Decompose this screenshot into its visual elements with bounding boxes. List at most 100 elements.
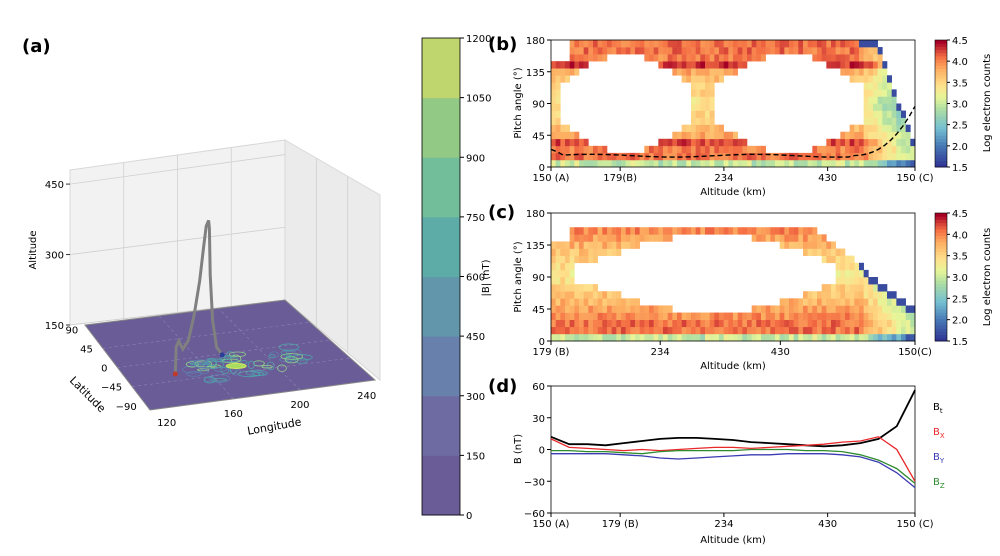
heatmap-cell [854, 269, 860, 278]
heatmap-cell [551, 145, 556, 154]
heatmap-cell [873, 326, 878, 335]
heatmap-cell [709, 117, 715, 125]
heatmap-cell [826, 248, 832, 256]
colorbar-segment [935, 84, 947, 89]
heatmap-cell [840, 159, 846, 168]
heatmap-cell [579, 145, 584, 154]
colorbar-segment [935, 305, 947, 310]
heatmap-cell [845, 68, 850, 76]
heatmap-cell [560, 138, 566, 147]
heatmap-cell [574, 312, 580, 320]
heatmap-cell [728, 40, 734, 48]
heatmap-cell [565, 284, 570, 292]
heatmap-cell [882, 110, 888, 118]
heatmap-cell [705, 227, 710, 235]
panel-label-b: (b) [488, 34, 517, 55]
heatmap-cell [691, 89, 696, 97]
heatmap-cell [887, 159, 892, 168]
heatmap-cell [574, 319, 580, 328]
heatmap-cell [611, 248, 617, 256]
heatmap-cell [653, 333, 659, 342]
colorbar-segment [935, 119, 947, 124]
heatmap-cell [667, 333, 673, 342]
heatmap-cell [560, 319, 566, 328]
heatmap-cell [826, 255, 832, 264]
contour-line [285, 354, 293, 359]
heatmap-cell [877, 131, 883, 140]
heatmap-cell [597, 227, 603, 235]
heatmap-cell [705, 159, 710, 168]
heatmap-cell [639, 305, 645, 313]
heatmap-cell [849, 262, 855, 271]
z-axis-label: Altitude [28, 230, 39, 269]
heatmap-cell [789, 319, 794, 328]
x-tick-label: 240 [357, 391, 376, 402]
heatmap-cell [789, 234, 794, 242]
colorbar-tick-label: 4.5 [952, 36, 968, 47]
magnitude-colorbar-label: |B| (nT) [481, 259, 492, 296]
heatmap-cell [761, 326, 766, 335]
heatmap-cell [859, 75, 864, 83]
heatmap-cell [775, 47, 780, 55]
heatmap-cell [775, 312, 780, 320]
heatmap-cell [901, 138, 906, 147]
heatmap-cell [765, 152, 771, 161]
heatmap-cell [551, 326, 556, 335]
heatmap-cell [873, 145, 878, 154]
y-tick-label: 135 [526, 241, 545, 252]
heatmap-cell [588, 227, 594, 235]
heatmap-cell [761, 47, 766, 55]
heatmap-cell [686, 124, 692, 133]
heatmap-cell [677, 61, 682, 69]
x-tick-label: 160 [224, 409, 243, 420]
heatmap-cell [840, 269, 846, 278]
heatmap-cell [784, 333, 790, 342]
panel-b-xlabel: Altitude (km) [700, 187, 766, 198]
heatmap-cell [863, 138, 869, 147]
heatmap-cell [868, 75, 874, 83]
heatmap-cell [709, 89, 715, 97]
heatmap-cell [812, 312, 818, 320]
heatmap-cell [691, 227, 696, 235]
heatmap-cell [742, 145, 748, 154]
y-axis-label: Latitude [67, 374, 108, 415]
heatmap-cell [873, 159, 878, 168]
heatmap-cell [854, 305, 860, 313]
heatmap-cell [793, 234, 799, 242]
panel-d-xlabel: Altitude (km) [700, 535, 766, 546]
heatmap-cell [901, 319, 906, 328]
heatmap-cell [635, 234, 640, 242]
heatmap-cell [616, 47, 622, 55]
heatmap-cell [644, 40, 650, 48]
heatmap-cell [775, 152, 780, 161]
heatmap-cell [859, 262, 864, 271]
y-tick-label: 0 [539, 446, 545, 457]
colorbar-segment [935, 55, 947, 60]
heatmap-cell [896, 298, 902, 306]
heatmap-cell [896, 159, 902, 168]
heatmap-cell [663, 54, 668, 62]
heatmap-cell [817, 152, 822, 161]
heatmap-cell [611, 152, 617, 161]
heatmap-cell [714, 159, 720, 168]
colorbar-tick-label: 600 [466, 273, 485, 284]
heatmap-cell [644, 234, 650, 242]
series-line-b-t [550, 389, 916, 448]
heatmap-cell [887, 291, 892, 299]
heatmap-cell [835, 248, 841, 256]
heatmap-cell [565, 124, 570, 133]
heatmap-cell [705, 333, 710, 342]
heatmap-cell [579, 138, 584, 147]
floor-grid-line [132, 357, 351, 387]
heatmap-cell [681, 159, 687, 168]
heatmap-cell [910, 159, 916, 168]
heatmap-cell [565, 159, 570, 168]
contour-line [193, 359, 209, 369]
colorbar-tick-label: 2.5 [952, 121, 968, 132]
heatmap-cell [583, 312, 589, 320]
heatmap-cell [845, 145, 850, 154]
heatmap-cell [658, 326, 664, 335]
heatmap-cell [873, 61, 878, 69]
heatmap-cell [854, 159, 860, 168]
heatmap-cell [770, 40, 776, 48]
